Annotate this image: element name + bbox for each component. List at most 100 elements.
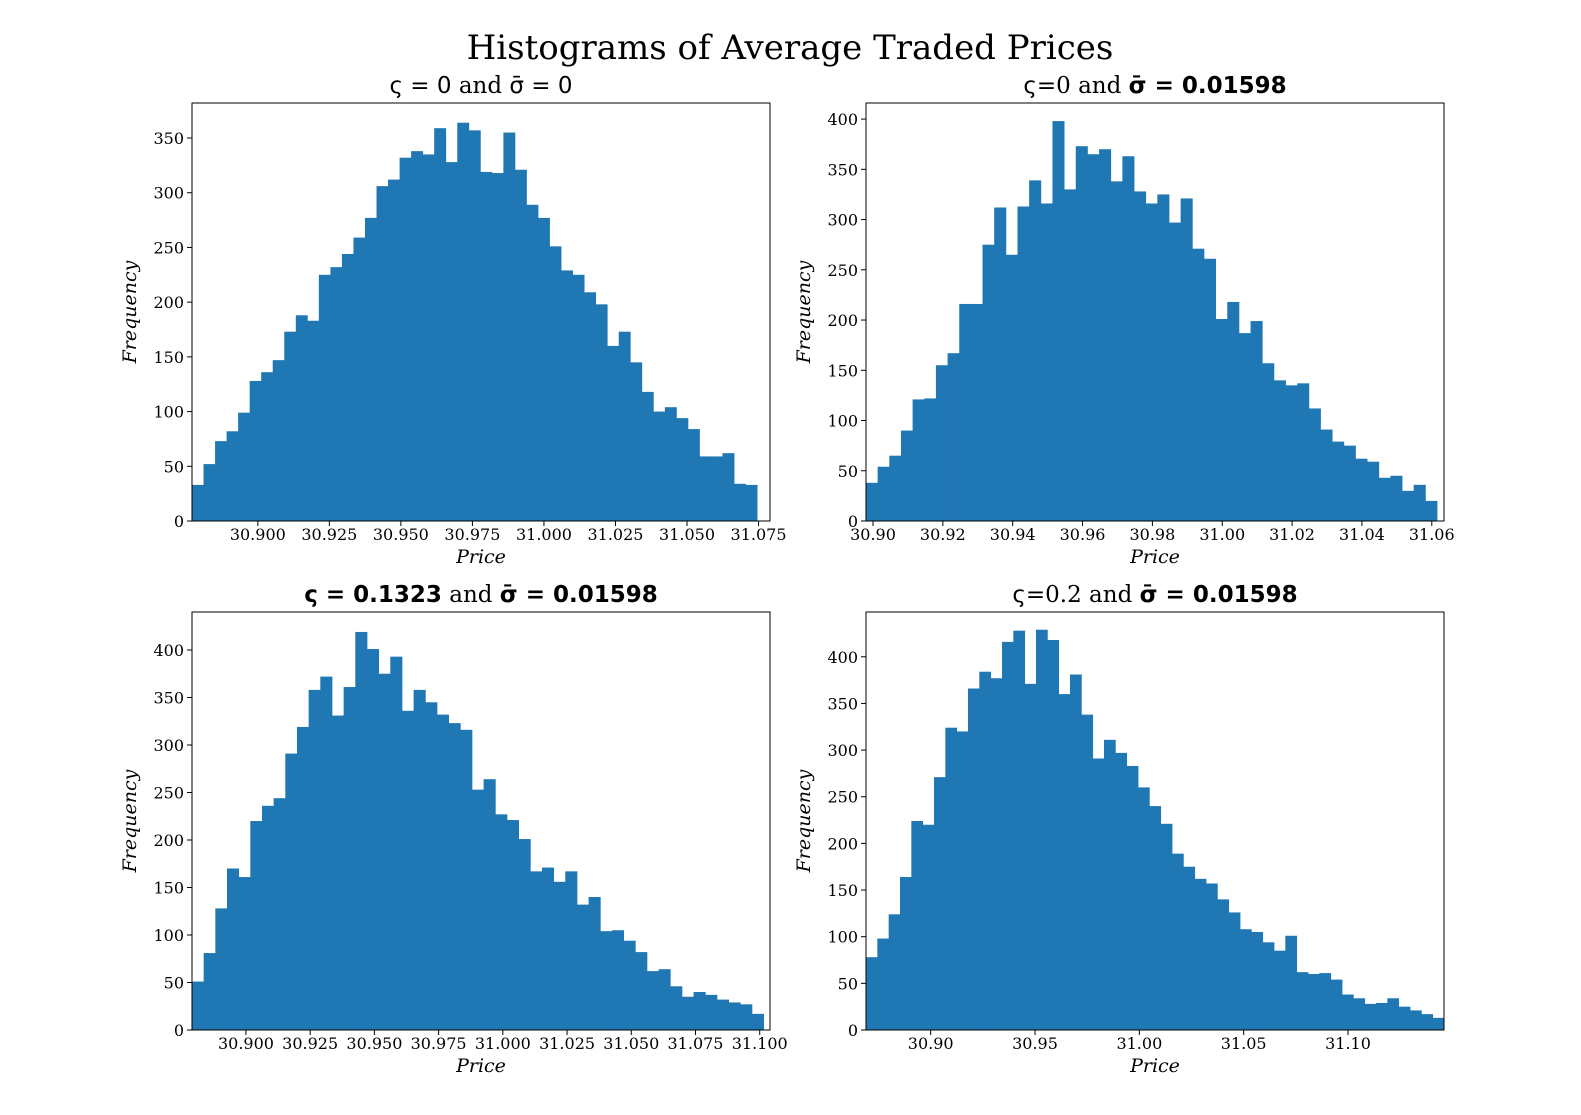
histogram-panel-4: 30.90 30.95 31.00 31.05 31.10 0 50 100 150 200 250…	[793, 582, 1445, 1077]
y-tick-label: 350	[827, 694, 858, 713]
panel-title: ς=0.2 and σ̄ = 0.01598	[1012, 582, 1297, 608]
histogram-bar	[888, 914, 901, 1030]
histogram-bar	[1342, 994, 1354, 1030]
histogram-bar	[1087, 154, 1100, 521]
histogram-bar	[434, 128, 447, 522]
y-tick-label: 0	[848, 512, 858, 531]
histogram-bar	[751, 1013, 764, 1030]
histogram-bar	[705, 994, 718, 1030]
histogram-bar	[1052, 121, 1065, 521]
x-tick-label: 31.05	[1221, 1034, 1267, 1053]
x-tick-label: 30.950	[373, 525, 429, 544]
y-tick-label: 350	[153, 689, 184, 708]
histogram-bar	[471, 789, 485, 1030]
x-tick-label: 31.02	[1269, 525, 1315, 544]
panel-title-part: ς = 0.1323	[304, 582, 442, 608]
histogram-bar	[912, 399, 925, 521]
x-tick-label: 30.950	[346, 1034, 402, 1053]
x-tick-label: 31.100	[732, 1034, 788, 1053]
histogram-bar	[1160, 823, 1173, 1030]
panel-title-part: σ̄ = 0.01598	[1129, 73, 1287, 99]
histogram-bar	[1002, 641, 1014, 1030]
histogram-bar	[866, 957, 878, 1030]
histogram-bar	[284, 331, 297, 521]
histogram-bar	[877, 466, 890, 521]
histogram-bar	[355, 631, 368, 1030]
histogram-bar	[530, 871, 543, 1030]
histogram-bar	[1285, 935, 1298, 1030]
y-tick-label: 350	[153, 129, 184, 148]
panel-title-part: σ̄ = 0.01598	[1140, 582, 1298, 608]
histogram-bar	[390, 656, 403, 1030]
histogram-bar	[740, 1004, 753, 1030]
histogram-bar	[411, 151, 424, 521]
histogram-bar	[699, 456, 712, 521]
histogram-bar	[1413, 484, 1426, 521]
histogram-bar	[1410, 1010, 1422, 1030]
histogram-bar	[1126, 765, 1139, 1030]
y-tick-label: 50	[838, 974, 858, 993]
histogram-bar	[330, 267, 343, 521]
panel-title-part: σ̄ = 0	[509, 73, 572, 99]
histogram-bar	[1308, 408, 1321, 521]
histogram-bar	[1319, 973, 1332, 1030]
histogram-bar	[1402, 490, 1415, 521]
histogram-bar	[226, 431, 239, 521]
histogram-bar	[457, 122, 470, 521]
histogram-bar	[979, 671, 992, 1030]
histogram-bar	[272, 360, 285, 521]
x-tick-label: 30.92	[920, 525, 966, 544]
panel-title-part: ς = 0	[389, 73, 451, 99]
histogram-bar	[646, 971, 659, 1030]
histogram-bar	[192, 484, 204, 521]
panel-title-part: and	[442, 582, 500, 608]
y-tick-label: 100	[153, 926, 184, 945]
histogram-bar	[1367, 461, 1380, 521]
histogram-bar	[203, 953, 216, 1030]
x-tick-label: 30.94	[990, 525, 1036, 544]
x-tick-label: 31.075	[731, 525, 787, 544]
histogram-bar	[1238, 333, 1251, 521]
histogram-bar	[353, 237, 366, 521]
histogram-bars	[866, 629, 1445, 1031]
histogram-bar	[413, 689, 426, 1030]
histogram-bar	[1005, 254, 1018, 522]
x-tick-label: 31.04	[1339, 525, 1385, 544]
histogram-bar	[215, 908, 228, 1030]
histogram-bar	[994, 207, 1007, 521]
histogram-bar	[934, 777, 946, 1030]
histogram-bar	[1262, 942, 1275, 1030]
histogram-bar	[436, 714, 450, 1030]
y-tick-label: 300	[153, 736, 184, 755]
histogram-bar	[1206, 883, 1218, 1030]
plot-frame	[191, 102, 771, 522]
histogram-bar	[611, 930, 624, 1030]
x-tick-label: 30.96	[1060, 525, 1106, 544]
histogram-bar	[658, 969, 671, 1030]
histogram-bar	[911, 821, 924, 1030]
histogram-bar	[526, 204, 539, 521]
histogram-bar	[670, 986, 683, 1030]
x-tick-label: 30.900	[230, 525, 286, 544]
histogram-bar	[1134, 191, 1147, 522]
histogram-bar	[1355, 458, 1368, 521]
histogram-bar	[877, 938, 890, 1030]
histogram-bar	[945, 727, 958, 1030]
x-tick-label: 30.925	[282, 1034, 338, 1053]
histogram-bar	[518, 839, 531, 1030]
histogram-bar	[1353, 998, 1366, 1030]
histogram-bar	[296, 726, 310, 1030]
y-tick-label: 200	[827, 311, 858, 330]
histogram-bar	[728, 1002, 741, 1030]
histogram-bars	[192, 631, 764, 1030]
histogram-bar	[285, 753, 298, 1030]
histogram-panel-2: 30.90 30.92 30.94 30.96 30.98 31.00 31.02 31.04…	[793, 73, 1455, 568]
x-tick-label: 30.95	[1012, 1034, 1058, 1053]
histogram-bar	[1250, 321, 1263, 521]
panel-title: ς = 0 and σ̄ = 0	[389, 73, 572, 99]
x-tick-label: 31.025	[539, 1034, 595, 1053]
histogram-bar	[866, 482, 879, 521]
y-axis-label: Frequency	[793, 769, 815, 873]
histogram-bar	[584, 292, 597, 521]
histogram-bar	[959, 303, 972, 521]
